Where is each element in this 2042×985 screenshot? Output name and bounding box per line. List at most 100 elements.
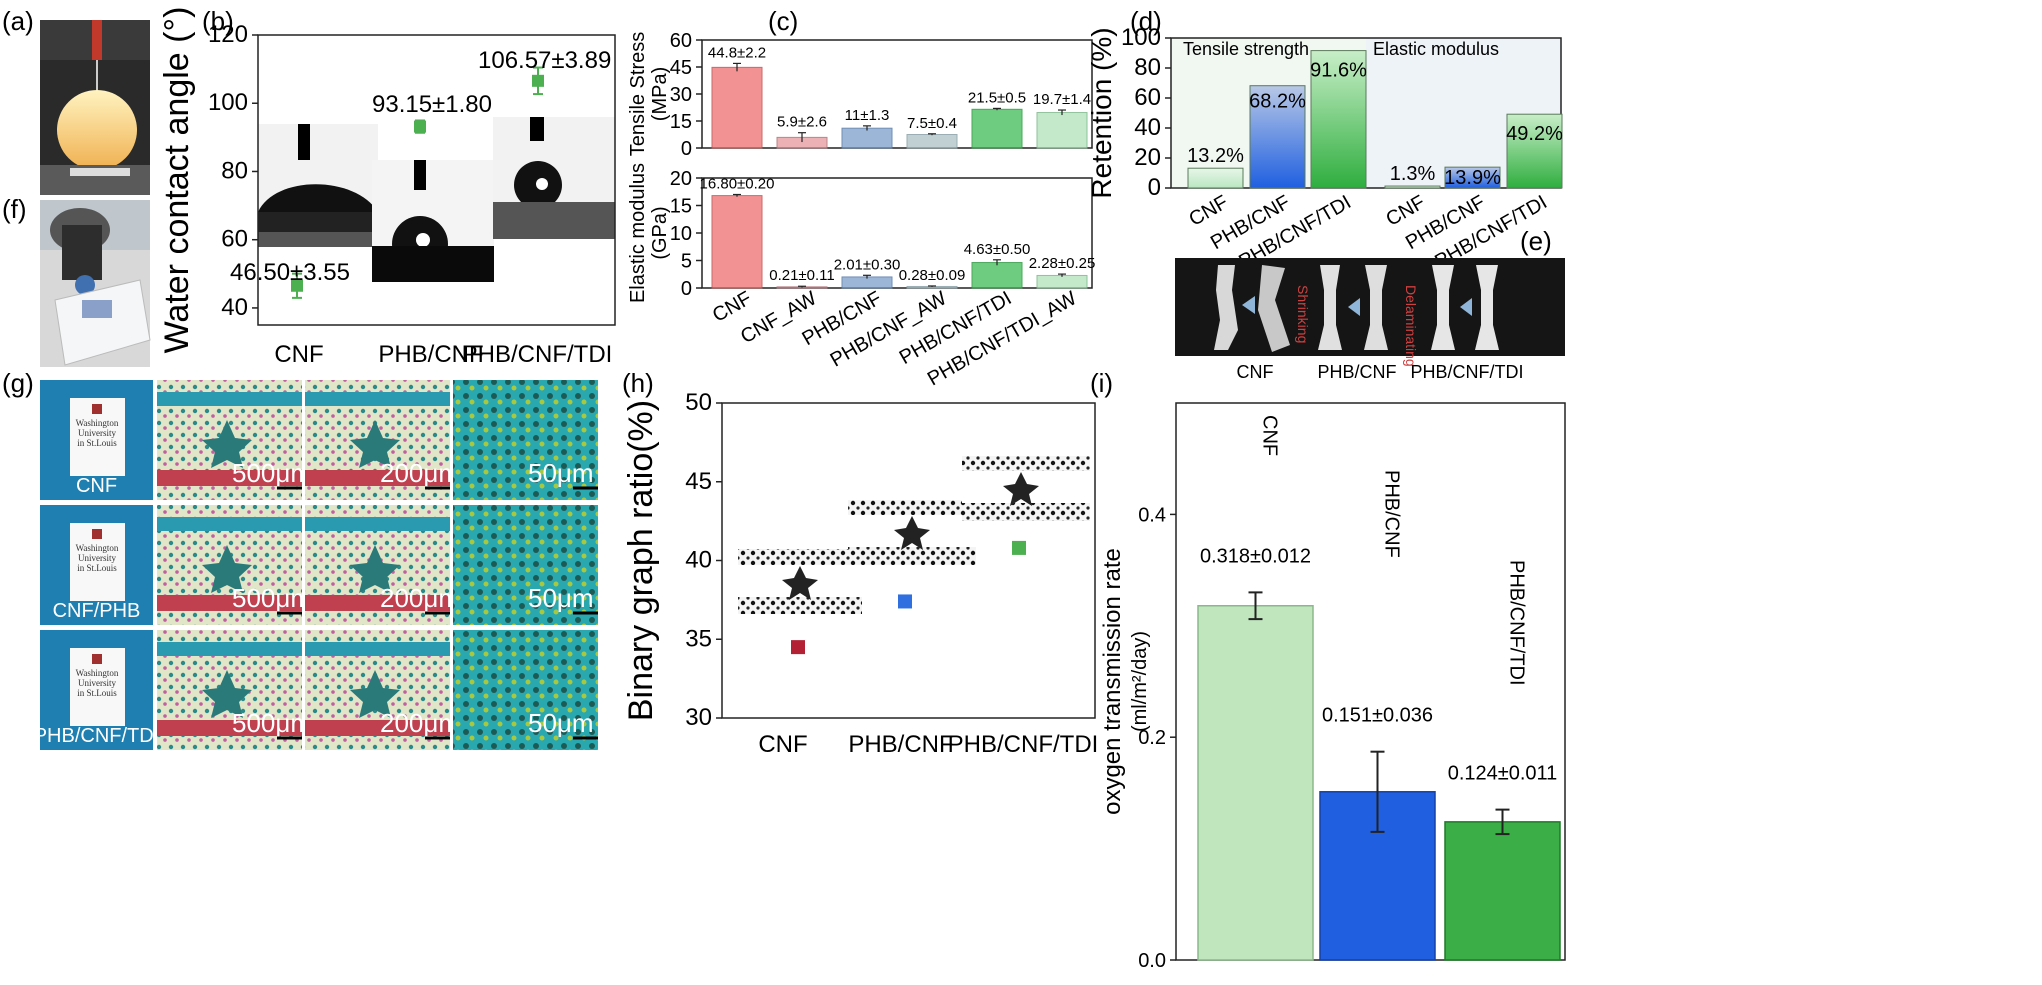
micrograph-star: [350, 420, 400, 468]
panel-b-xtick-label: CNF: [274, 341, 323, 368]
sample-label: CNF/PHB: [53, 600, 141, 622]
micrograph-band-bottom: [157, 720, 302, 736]
panel-c-bottom-bar-0: [711, 195, 763, 289]
panel-c-top-bar-2: [841, 127, 893, 149]
micrograph-band-top: [157, 642, 302, 656]
panel-b-ytick-label: 100: [208, 89, 248, 116]
micrograph-r2-c3: [453, 630, 598, 750]
micrograph-band-bottom: [305, 720, 450, 736]
panel-i-value-label: 0.151±0.036: [1322, 705, 1433, 727]
panel-c-bottom-value-label: 16.80±0.20: [700, 176, 775, 193]
panel-d-ytick-label: 60: [1134, 84, 1161, 111]
panel-b-label: (b): [202, 6, 234, 36]
panel-h-point-0: [791, 640, 805, 655]
micrograph-band-top: [157, 392, 302, 406]
panel-c-top-bar-5: [1036, 112, 1088, 149]
panel-c-bottom-ytick-label: 0: [681, 278, 692, 300]
panel-d-ylabel: Retention (%): [1086, 27, 1117, 198]
panel-b-ytick-label: 40: [221, 294, 248, 321]
scale-bar-label: 50μm: [528, 708, 594, 738]
panel-i-chart: (i) 0.0 0.2 0.4 oxygen transmission rate (ml…: [1090, 368, 1566, 972]
binary-image-phb-cnf: [848, 500, 976, 565]
micrograph-band-bottom: [157, 595, 302, 611]
micrograph-band-bottom: [305, 595, 450, 611]
panel-i-label: (i): [1090, 368, 1113, 398]
panel-i-category-label: PHB/CNF: [1381, 470, 1403, 558]
panel-c-bottom-value-label: 2.01±0.30: [834, 256, 901, 273]
panel-c-bottom-ytick-label: 15: [670, 196, 692, 218]
panel-b-value-label: 106.57±3.89: [478, 47, 611, 74]
panel-i-ylabel-line1: oxygen transmission rate: [1099, 548, 1126, 815]
panel-c-top-ytick-label: 15: [670, 111, 692, 133]
annotation-shrinking: Shrinking: [1295, 285, 1311, 343]
panel-b-xtick-label: PHB/CNF: [378, 341, 483, 368]
panel-d-bar-0: [1187, 167, 1244, 189]
panel-c-bottom-bar-5: [1036, 274, 1088, 289]
panel-c-bottom-bar-2: [841, 276, 893, 289]
droplet-image-phb-cnf: [372, 160, 494, 282]
panel-d-value-label: 49.2%: [1506, 123, 1563, 145]
panel-i-ytick-label: 0.2: [1138, 727, 1166, 749]
logo-text: University: [78, 428, 116, 438]
scale-bar-label: 500μm: [232, 583, 312, 613]
panel-h-ylabel: Binary graph ratio(%): [622, 400, 660, 721]
university-seal: [92, 404, 102, 414]
sample-label: PHB/CNF/TDI: [34, 725, 160, 747]
micrograph-r1-c3: [453, 505, 598, 625]
panel-i-value-label: 0.318±0.012: [1200, 545, 1311, 567]
micrograph-band-top: [157, 517, 302, 531]
panel-c-top-bar-0: [711, 66, 763, 149]
panel-d-value-label: 91.6%: [1310, 60, 1367, 82]
logo-text: University: [78, 678, 116, 688]
panel-d-value-label: 68.2%: [1249, 91, 1306, 113]
panel-c-bottom-ytick-label: 5: [681, 251, 692, 273]
panel-c-bottom-ylabel-line2: (GPa): [649, 206, 671, 259]
panel-d-bar-1: [1249, 85, 1306, 189]
binary-image-phb-cnf-tdi: [962, 456, 1090, 521]
micrograph-star: [202, 545, 252, 593]
panel-c-chart: (c) 0 15 30 45 60 Tensile Stress (MPa) 44.8±2.2…: [627, 6, 1095, 390]
panel-b-point-0: [291, 279, 303, 292]
panel-d-value-label: 13.9%: [1444, 167, 1501, 189]
panel-c-bottom-ylabel-line1: Elastic modulus: [627, 163, 649, 303]
scale-bar-label: 200μm: [380, 458, 460, 488]
micrograph-r0-c3: [453, 380, 598, 500]
panel-h-point-1: [898, 594, 912, 609]
micrograph-band-top: [305, 392, 450, 406]
panel-d-bar-3: [1384, 185, 1441, 189]
panel-h-xtick-label: CNF: [758, 731, 807, 758]
scale-bar-label: 50μm: [528, 458, 594, 488]
panel-c-top-value-label: 19.7±1.4: [1033, 91, 1091, 108]
panel-d-ytick-label: 20: [1134, 144, 1161, 171]
micrograph-star: [350, 545, 400, 593]
panel-d-label: (d): [1130, 6, 1162, 36]
micrograph-star: [350, 670, 400, 718]
scale-bar-label: 200μm: [380, 708, 460, 738]
panel-c-top-value-label: 7.5±0.4: [907, 115, 957, 132]
panel-d-bar-2: [1310, 50, 1367, 189]
logo-text: in St.Louis: [77, 688, 117, 698]
group-label-tensile: Tensile strength: [1183, 39, 1309, 59]
panel-d-value-label: 13.2%: [1187, 145, 1244, 167]
logo-text: University: [78, 553, 116, 563]
panel-h-label: (h): [622, 368, 654, 398]
panel-h-point-2: [1012, 540, 1026, 555]
logo-text: in St.Louis: [77, 438, 117, 448]
panel-i-value-label: 0.124±0.011: [1448, 763, 1558, 785]
panel-h-ytick-label: 50: [685, 389, 712, 416]
micrograph-star: [202, 670, 252, 718]
panel-c-xtick-label: CNF: [709, 287, 756, 327]
panel-e-cat-phb-cnf: PHB/CNF: [1317, 362, 1396, 382]
scale-bar-label: 500μm: [232, 708, 312, 738]
panel-e-cat-phb-cnf-tdi: PHB/CNF/TDI: [1410, 362, 1523, 382]
group-label-elastic: Elastic modulus: [1373, 39, 1499, 59]
panel-c-top-ytick-label: 45: [670, 57, 692, 79]
panel-c-bottom-value-label: 4.63±0.50: [964, 241, 1031, 258]
droplet-image-phb-cnf-tdi: [493, 117, 615, 239]
panel-b-point-2: [532, 74, 544, 87]
panel-h-xtick-label: PHB/CNF/TDI: [948, 731, 1099, 758]
panel-h-ytick-label: 40: [685, 547, 712, 574]
panel-b-point-1: [414, 120, 426, 133]
scale-bar-label: 50μm: [528, 583, 594, 613]
